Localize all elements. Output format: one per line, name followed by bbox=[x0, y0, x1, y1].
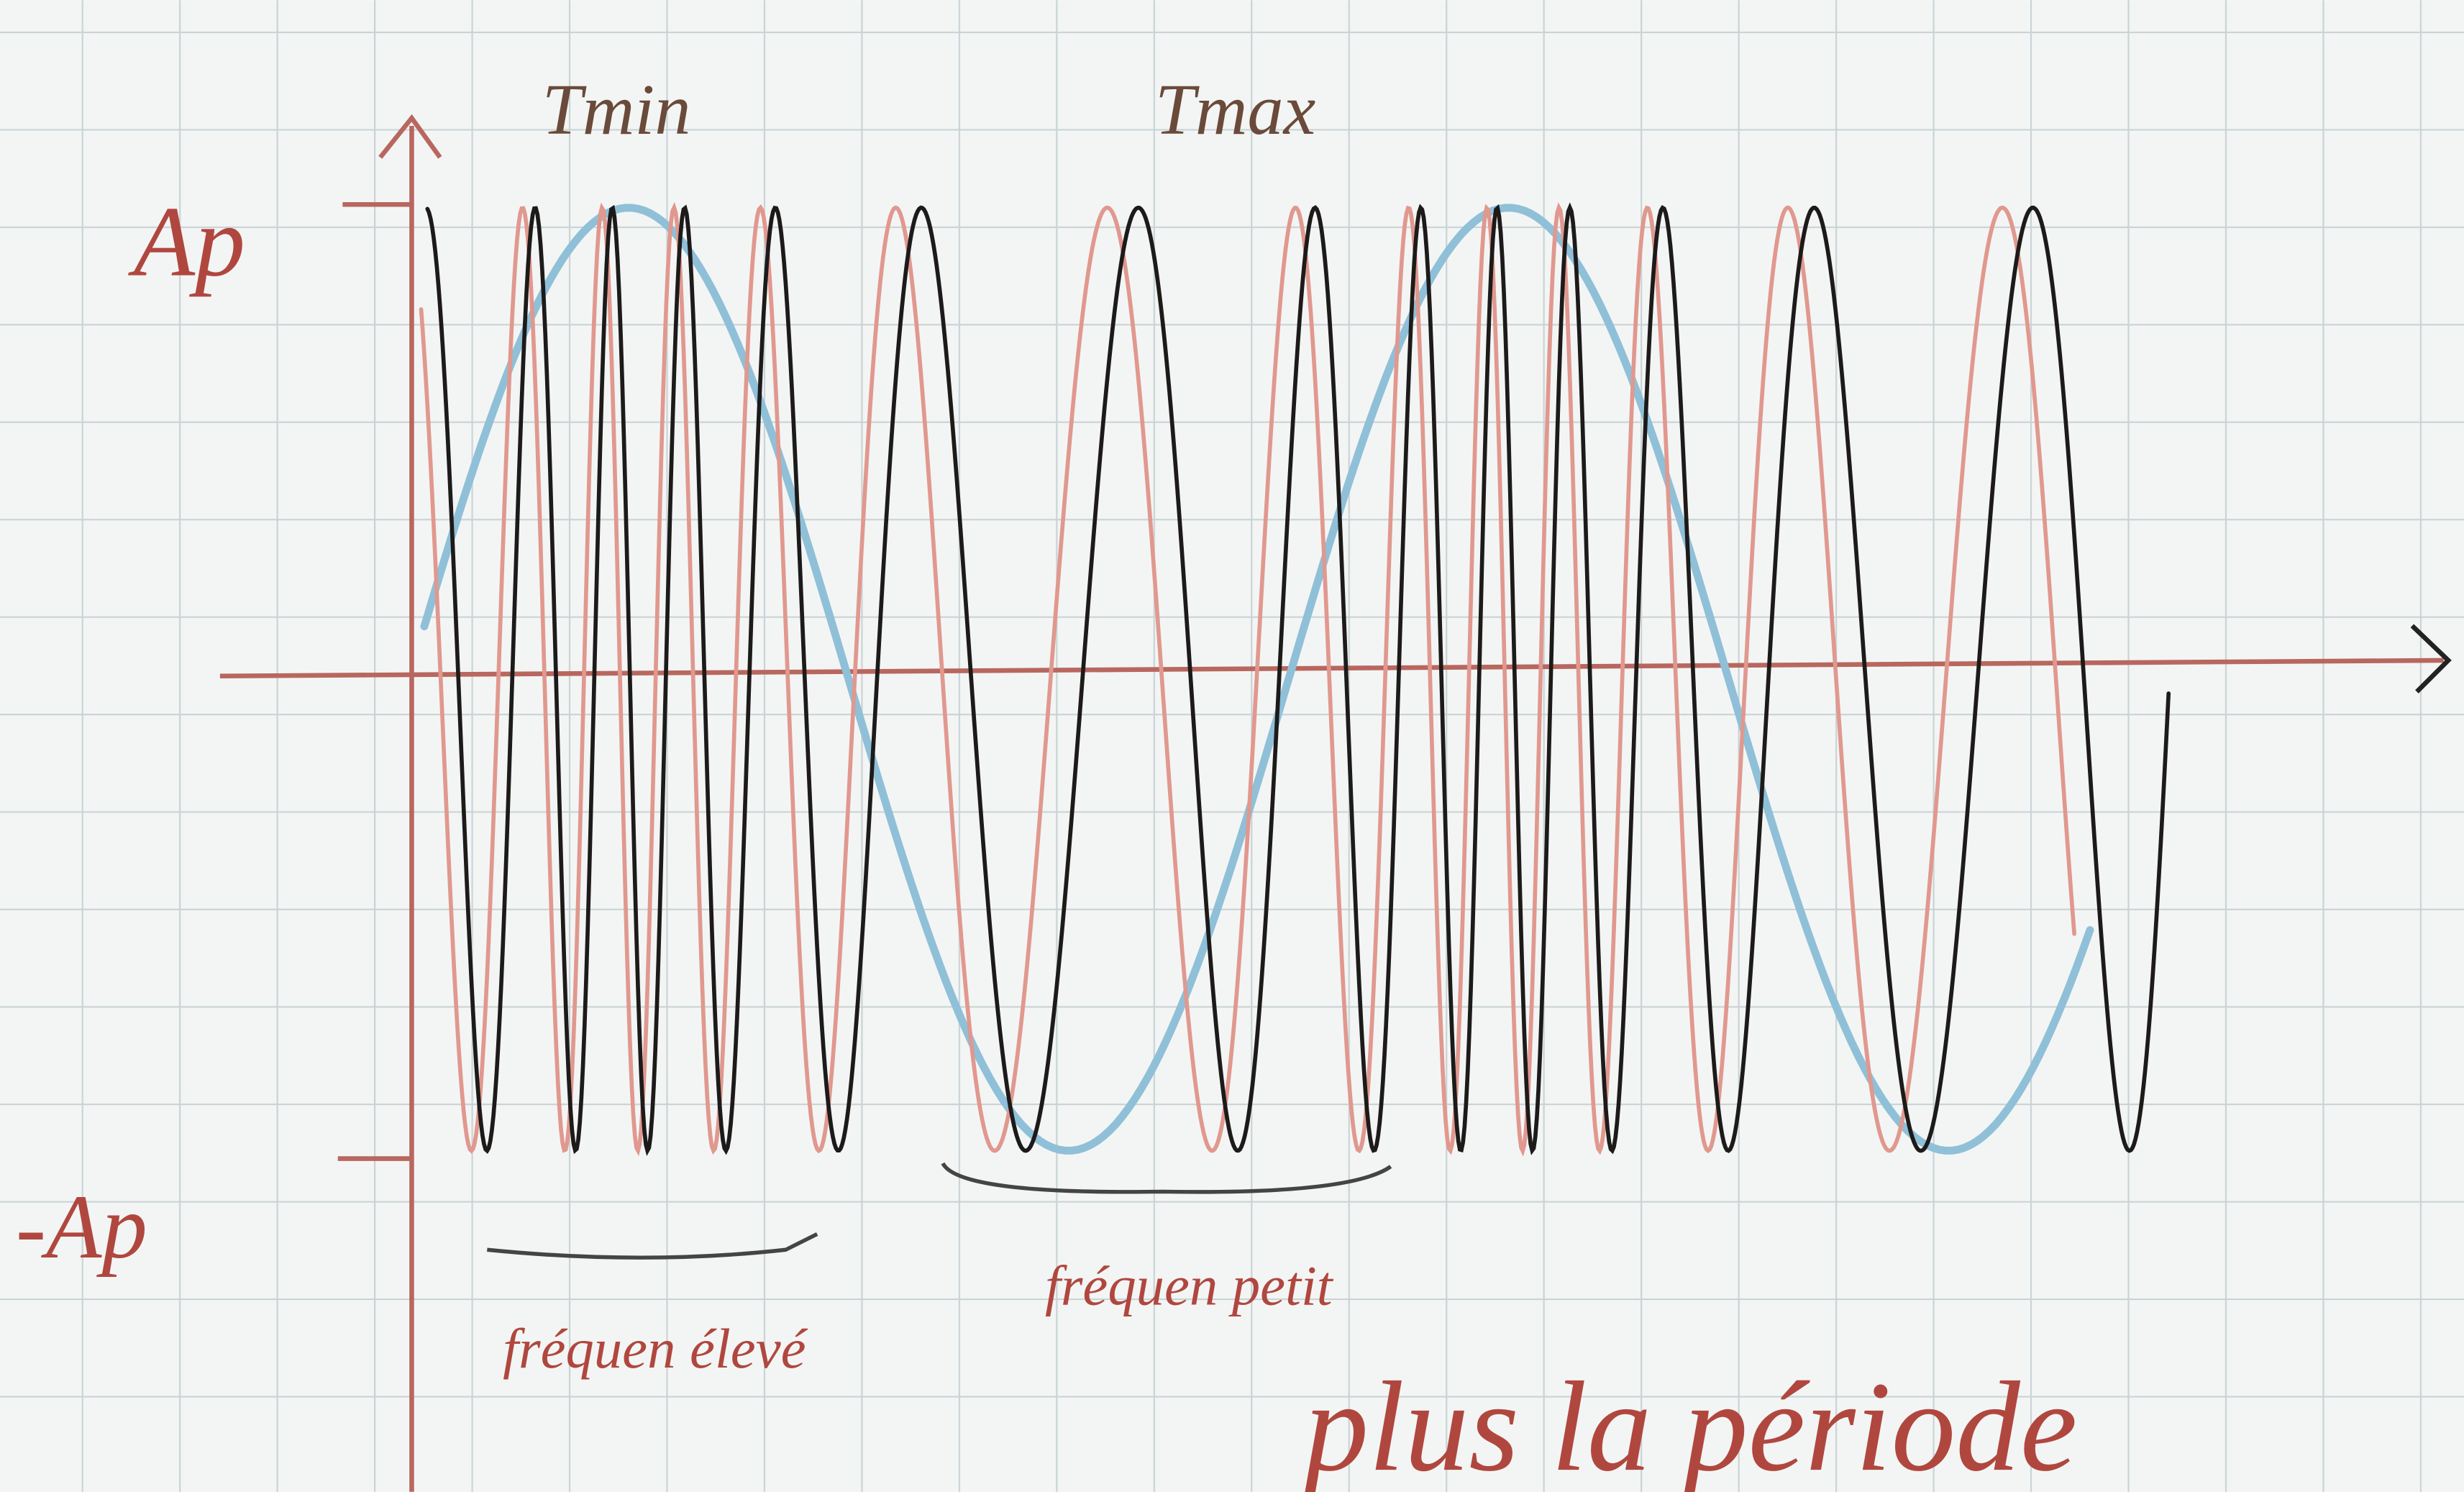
label-ap: Ap bbox=[128, 186, 245, 298]
caption: plus la période bbox=[1297, 1355, 2078, 1492]
label-tmin: Tmin bbox=[542, 69, 691, 150]
label-neg-ap: -Ap bbox=[16, 1177, 147, 1278]
page: Ap -Ap Tmin Tmax fréquen élevé fréquen p… bbox=[0, 0, 2464, 1492]
sketch: Ap -Ap Tmin Tmax fréquen élevé fréquen p… bbox=[0, 0, 2464, 1492]
label-freq-low: fréquen petit bbox=[1045, 1255, 1334, 1318]
label-tmax: Tmax bbox=[1155, 69, 1315, 150]
label-freq-high: fréquen élevé bbox=[503, 1318, 808, 1380]
